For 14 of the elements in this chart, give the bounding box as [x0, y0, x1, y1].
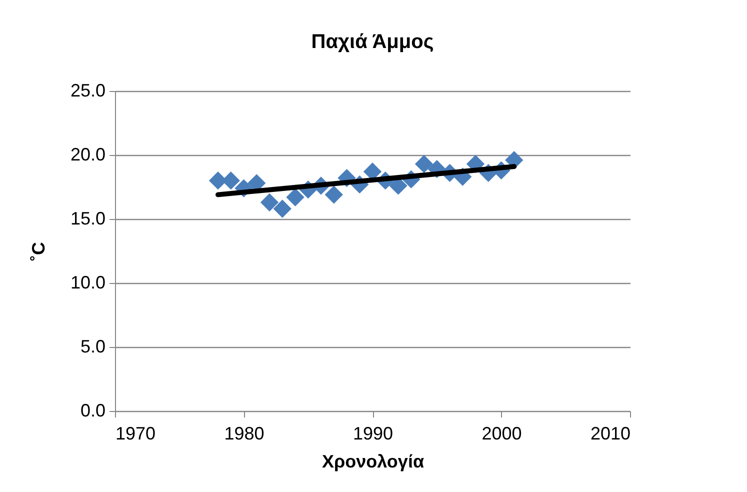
- x-tick-label: 2000: [482, 424, 522, 444]
- y-tick-label: 15.0: [70, 208, 106, 228]
- x-tick-label: 1980: [224, 424, 264, 444]
- y-tick-label: 20.0: [70, 144, 106, 164]
- x-tick-label: 2010: [590, 424, 630, 444]
- y-tick-label: 0.0: [80, 400, 106, 420]
- x-tick-label: 1990: [352, 424, 394, 444]
- chart-title: Παχιά Άμμος: [311, 31, 434, 53]
- y-axis-title: ˚C: [28, 242, 48, 261]
- y-tick-label: 5.0: [80, 336, 106, 356]
- x-tick-label: 1970: [116, 424, 156, 444]
- x-axis-title: Χρονολογία: [322, 452, 424, 472]
- y-tick-label: 10.0: [70, 272, 106, 292]
- y-tick-label: 25.0: [70, 80, 106, 100]
